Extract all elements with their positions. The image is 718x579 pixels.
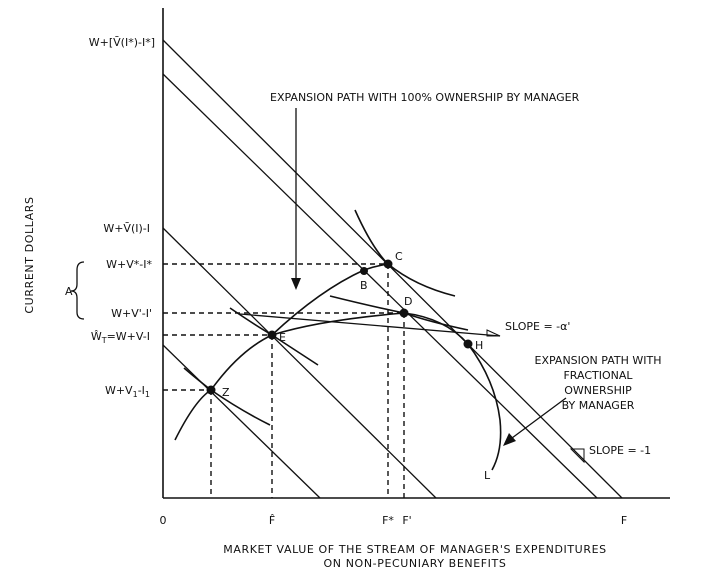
- annotation-expansion-frac-1: EXPANSION PATH WITH: [535, 354, 662, 367]
- expansion-path-fractional-ownership: [271, 312, 502, 471]
- point-e: [267, 330, 277, 340]
- brace-a: [70, 261, 85, 320]
- point-labels: C B D E H Z L: [222, 250, 491, 482]
- budget-line-top-inner: [162, 73, 598, 499]
- slope-one-triangle: [569, 448, 585, 464]
- expansion-path-full-ownership: [174, 263, 389, 441]
- y-axis-labels: W+[V̄(I*)-I*] W+V̄(I)-I W+V*-I* W+V'-I' …: [23, 36, 155, 399]
- x-axis-title-line2: ON NON-PECUNIARY BENEFITS: [324, 557, 507, 570]
- axes: [162, 8, 670, 499]
- indifference-curve-c: [354, 209, 456, 297]
- point-h: [463, 339, 473, 349]
- label-b: B: [360, 279, 368, 292]
- guide-lines: [163, 263, 405, 498]
- point-c: [383, 259, 393, 269]
- x-axis-ticks: 0 F̂ F* F' F: [160, 514, 628, 527]
- label-e: E: [279, 331, 286, 344]
- y-axis-title: CURRENT DOLLARS: [23, 196, 36, 313]
- point-z: [206, 385, 216, 395]
- x-tick-f: F: [621, 514, 627, 527]
- label-h: H: [475, 339, 483, 352]
- x-tick-fstar: F*: [382, 514, 394, 527]
- x-tick-fhat: F̂: [269, 514, 275, 527]
- points: [206, 259, 473, 395]
- y-label-wvstar: W+V*-I*: [106, 258, 152, 271]
- brace-label-a: A: [65, 285, 73, 298]
- label-z: Z: [222, 386, 230, 399]
- budget-line-top-outer: [162, 39, 623, 499]
- annotation-slope-alpha: SLOPE = -α': [505, 320, 570, 333]
- slope-alpha-triangle: [486, 329, 501, 337]
- annotation-expansion-frac-4: BY MANAGER: [562, 399, 635, 412]
- point-b: [360, 267, 368, 275]
- annotation-slope-one: SLOPE = -1: [589, 444, 651, 457]
- label-l: L: [484, 469, 491, 482]
- label-d: D: [404, 295, 412, 308]
- budget-line-lower: [162, 344, 321, 499]
- point-d: [399, 308, 409, 318]
- x-axis-title-line1: MARKET VALUE OF THE STREAM OF MANAGER'S …: [223, 543, 606, 556]
- y-label-top: W+[V̄(I*)-I*]: [89, 36, 155, 49]
- tangent-line-alpha: [239, 313, 501, 337]
- y-label-wvprime: W+V'-I': [111, 307, 152, 320]
- arrow-expansion-frac-head: [503, 433, 516, 446]
- annotation-expansion-full: EXPANSION PATH WITH 100% OWNERSHIP BY MA…: [270, 91, 580, 104]
- budget-line-middle: [162, 227, 437, 499]
- label-c: C: [395, 250, 403, 263]
- arrow-expansion-full-head: [291, 278, 301, 290]
- budget-lines: [162, 39, 623, 499]
- annotation-expansion-frac-3: OWNERSHIP: [564, 384, 632, 397]
- x-tick-fprime: F': [402, 514, 411, 527]
- y-label-wv1: W+V1-I1: [105, 384, 150, 399]
- annotation-expansion-frac-2: FRACTIONAL: [563, 369, 633, 382]
- x-tick-zero: 0: [160, 514, 167, 527]
- y-label-wt: ŴT=W+V-I: [91, 330, 150, 345]
- y-label-wvi: W+V̄(I)-I: [103, 222, 150, 235]
- arrow-expansion-frac-shaft: [511, 397, 567, 439]
- annotations: EXPANSION PATH WITH 100% OWNERSHIP BY MA…: [270, 91, 661, 457]
